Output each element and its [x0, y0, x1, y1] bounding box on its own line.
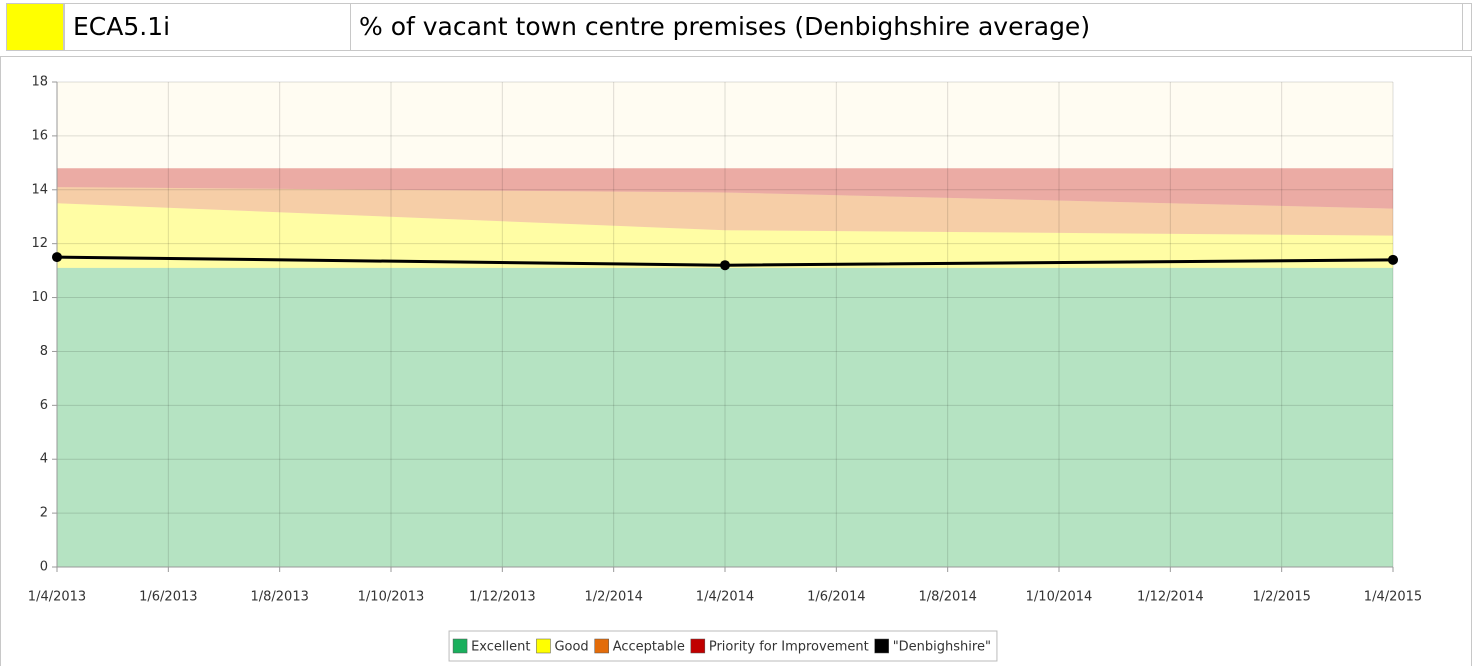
x-tick-label: 1/10/2014 [1026, 590, 1093, 605]
area-band [57, 267, 1393, 567]
x-tick-label: 1/10/2013 [358, 590, 425, 605]
x-tick-label: 1/8/2014 [918, 590, 976, 605]
x-tick-label: 1/6/2013 [139, 590, 197, 605]
y-tick-label: 4 [40, 452, 48, 467]
x-tick-label: 1/4/2015 [1364, 590, 1422, 605]
area-band [57, 187, 1393, 236]
legend-label: Priority for Improvement [709, 640, 869, 655]
y-tick-label: 10 [31, 290, 48, 305]
status-swatch [6, 3, 64, 51]
y-tick-label: 18 [31, 75, 48, 90]
x-tick-label: 1/4/2013 [28, 590, 86, 605]
legend-label: "Denbighshire" [893, 640, 991, 655]
y-tick-label: 8 [40, 344, 48, 359]
legend-label: Good [554, 640, 588, 655]
legend-label: Excellent [471, 640, 530, 655]
area-band [57, 203, 1393, 268]
x-tick-label: 1/2/2015 [1252, 590, 1310, 605]
x-tick-label: 1/12/2013 [469, 590, 536, 605]
legend-swatch [594, 638, 609, 654]
x-tick-label: 1/4/2014 [696, 590, 754, 605]
plot-background [57, 82, 1393, 567]
legend-swatch [874, 638, 889, 654]
indicator-title: % of vacant town centre premises (Denbig… [350, 3, 1463, 51]
point [1388, 254, 1398, 265]
point [720, 260, 730, 271]
header: ECA5.1i % of vacant town centre premises… [0, 0, 1472, 56]
x-tick-label: 1/2/2014 [584, 590, 642, 605]
indicator-code: ECA5.1i [64, 3, 351, 51]
legend-swatch [536, 638, 551, 654]
legend-swatch [690, 638, 706, 654]
x-tick-label: 1/6/2014 [807, 590, 865, 605]
y-tick-label: 2 [40, 506, 48, 521]
legend-swatch [452, 638, 468, 654]
x-tick-label: 1/12/2014 [1137, 590, 1204, 605]
x-tick-label: 1/8/2013 [250, 590, 308, 605]
y-tick-label: 14 [31, 182, 48, 197]
area-band [57, 168, 1393, 209]
legend-label: Acceptable [613, 640, 685, 655]
y-tick-label: 16 [31, 128, 48, 143]
y-tick-label: 6 [40, 398, 48, 413]
point [52, 252, 62, 263]
y-tick-label: 12 [31, 236, 48, 251]
y-tick-label: 0 [40, 560, 48, 575]
